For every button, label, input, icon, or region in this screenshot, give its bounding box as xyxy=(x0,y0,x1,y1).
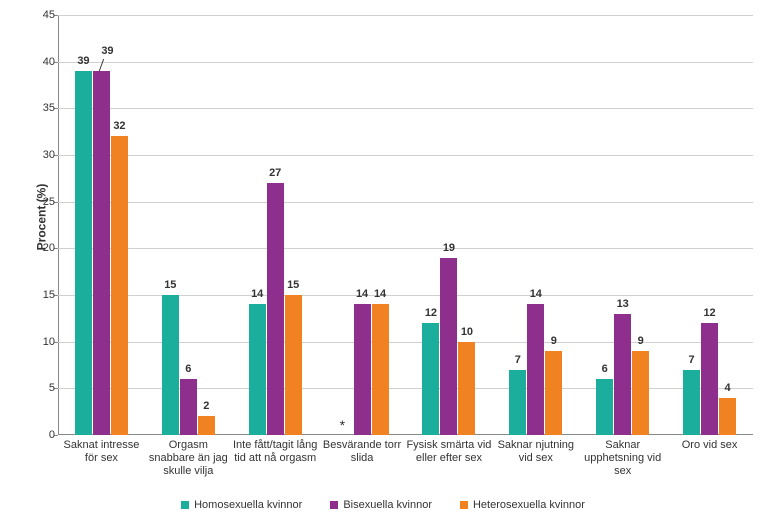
x-category-label: Saknar upphetsning vid sex xyxy=(579,439,666,479)
bar: 12 xyxy=(422,323,439,435)
x-category-label: Inte fått/tagit lång tid att nå orgasm xyxy=(232,439,319,465)
bar: 32 xyxy=(111,136,128,435)
legend-swatch xyxy=(181,501,189,509)
bar: 19 xyxy=(440,258,457,435)
bar-value-label: 2 xyxy=(203,400,209,412)
bar-value-label: 12 xyxy=(703,307,715,319)
bar-value-label: 4 xyxy=(725,382,731,394)
legend-item: Heterosexuella kvinnor xyxy=(460,499,585,511)
bar: 9 xyxy=(545,351,562,435)
bar: 14 xyxy=(354,304,371,435)
bar: 9 xyxy=(632,351,649,435)
legend-swatch xyxy=(330,501,338,509)
x-category-label: Orgasm snabbare än jag skulle vilja xyxy=(145,439,232,479)
bar-value-label: 6 xyxy=(185,363,191,375)
y-tick-label: 45 xyxy=(30,9,55,21)
bar-value-label: 19 xyxy=(443,242,455,254)
y-axis-label: Procent (%) xyxy=(34,184,48,251)
bar-value-label: 15 xyxy=(287,279,299,291)
legend-item: Homosexuella kvinnor xyxy=(181,499,302,511)
gridline xyxy=(58,202,753,203)
bar: 13 xyxy=(614,314,631,435)
bar: 6 xyxy=(180,379,197,435)
y-tick-label: 25 xyxy=(30,196,55,208)
y-tick-label: 0 xyxy=(30,429,55,441)
x-category-label: Fysisk smärta vid eller efter sex xyxy=(406,439,493,465)
y-tick-label: 40 xyxy=(30,56,55,68)
bar-value-label: 14 xyxy=(356,288,368,300)
bar-value-label: 39 xyxy=(101,45,113,57)
gridline xyxy=(58,62,753,63)
bar-value-label: 13 xyxy=(617,298,629,310)
bar-value-label: 9 xyxy=(551,335,557,347)
bar-value-label: 6 xyxy=(602,363,608,375)
bar-value-label: 32 xyxy=(113,120,125,132)
x-category-label: Oro vid sex xyxy=(666,439,753,452)
x-category-label: Saknar njutning vid sex xyxy=(492,439,579,465)
y-tick-label: 10 xyxy=(30,336,55,348)
legend-item: Bisexuella kvinnor xyxy=(330,499,432,511)
legend-label: Heterosexuella kvinnor xyxy=(473,499,585,511)
bar-value-label: 7 xyxy=(689,354,695,366)
bar-value-label: 14 xyxy=(251,288,263,300)
y-tick-label: 5 xyxy=(30,382,55,394)
bar-value-label: 7 xyxy=(515,354,521,366)
bar: 15 xyxy=(285,295,302,435)
bar-value-label: 27 xyxy=(269,167,281,179)
bar-value-label: 15 xyxy=(164,279,176,291)
legend: Homosexuella kvinnor Bisexuella kvinnor … xyxy=(0,499,766,511)
y-tick-label: 15 xyxy=(30,289,55,301)
bar: 14 xyxy=(372,304,389,435)
gridline xyxy=(58,108,753,109)
bar-value-label: 9 xyxy=(638,335,644,347)
legend-label: Homosexuella kvinnor xyxy=(194,499,302,511)
y-axis-line xyxy=(58,15,59,435)
bar: 6 xyxy=(596,379,613,435)
gridline xyxy=(58,155,753,156)
y-tick-label: 30 xyxy=(30,149,55,161)
bar: 27 xyxy=(267,183,284,435)
bar-value-label: 10 xyxy=(461,326,473,338)
bar: 14 xyxy=(527,304,544,435)
bar: 14 xyxy=(249,304,266,435)
legend-swatch xyxy=(460,501,468,509)
bar: 7 xyxy=(509,370,526,435)
asterisk-marker: * xyxy=(340,417,345,433)
bar: 39 xyxy=(75,71,92,435)
bar-value-label: 39 xyxy=(77,55,89,67)
gridline xyxy=(58,15,753,16)
bar: 39 xyxy=(93,71,110,435)
y-tick-label: 20 xyxy=(30,242,55,254)
chart-plot-area: 051015202530354045 3939321562142715*1414… xyxy=(58,15,753,435)
bar: 15 xyxy=(162,295,179,435)
x-category-label: Besvärande torr slida xyxy=(319,439,406,465)
legend-label: Bisexuella kvinnor xyxy=(343,499,432,511)
bar-value-label: 12 xyxy=(425,307,437,319)
bar: 4 xyxy=(719,398,736,435)
x-category-label: Saknat intresse för sex xyxy=(58,439,145,465)
bar-value-label: 14 xyxy=(530,288,542,300)
gridline xyxy=(58,248,753,249)
bar: 10 xyxy=(458,342,475,435)
bar: 7 xyxy=(683,370,700,435)
bar: 2 xyxy=(198,416,215,435)
bar-value-label: 14 xyxy=(374,288,386,300)
bar: 12 xyxy=(701,323,718,435)
y-tick-label: 35 xyxy=(30,102,55,114)
